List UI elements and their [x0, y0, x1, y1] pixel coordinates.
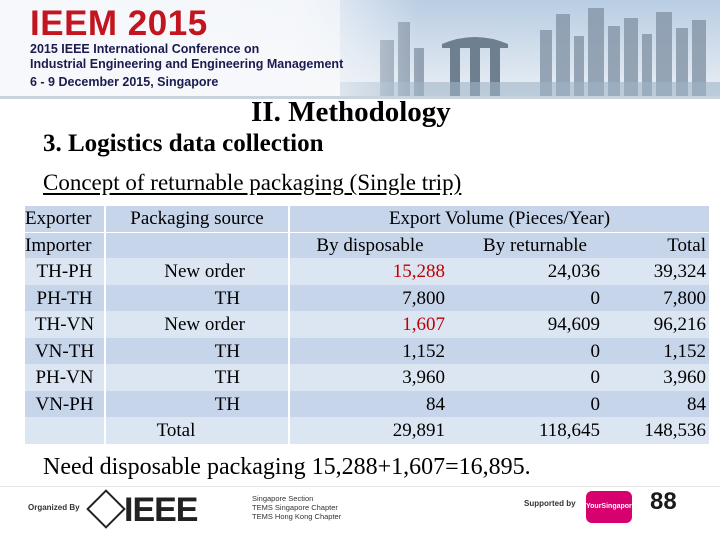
header-importer: Importer	[25, 235, 92, 256]
section-title: II. Methodology	[251, 96, 451, 128]
chapter-item: Singapore Section	[252, 494, 314, 503]
slide-subtitle: 3. Logistics data collection	[43, 130, 324, 157]
conference-dates: 6 - 9 December 2015, Singapore	[30, 75, 219, 89]
returnable-cell: 24,036	[547, 261, 600, 282]
source-cell: TH	[214, 367, 240, 388]
total-cell: 7,800	[663, 287, 706, 309]
returnable-cell: 94,609	[547, 314, 600, 335]
source-cell: TH	[214, 287, 240, 309]
route-cell: TH-PH	[36, 261, 93, 282]
disposable-cell: 84	[426, 393, 445, 415]
header-by-returnable: By returnable	[483, 235, 587, 256]
chapter-item: TEMS Singapore Chapter	[252, 503, 338, 512]
disposable-cell: 15,288	[392, 261, 445, 282]
supported-by-label: Supported by	[524, 499, 576, 508]
disposable-cell: 1,607	[402, 314, 445, 335]
header-by-disposable: By disposable	[316, 235, 424, 256]
disposable-total: 29,891	[392, 420, 445, 441]
conference-logo: IEEM 2015	[30, 4, 208, 43]
route-cell: TH-VN	[34, 314, 95, 335]
conference-banner: IEEM 2015 2015 IEEE International Confer…	[0, 0, 720, 96]
sponsor-footer: Organized By IEEE Singapore Section TEMS…	[0, 486, 720, 541]
disposable-cell: 7,800	[402, 287, 445, 309]
source-cell: TH	[214, 340, 240, 362]
header-total: Total	[667, 235, 706, 256]
conference-name-line1: 2015 IEEE International Conference on	[30, 42, 260, 56]
route-cell: PH-VN	[35, 367, 94, 388]
export-volume-table: Exporter Packaging source Export Volume …	[25, 206, 709, 444]
route-cell: PH-TH	[36, 287, 93, 309]
header-packaging-source: Packaging source	[130, 208, 264, 229]
chapter-list: Singapore Section TEMS Singapore Chapter…	[252, 494, 341, 521]
total-cell: 96,216	[653, 314, 706, 335]
total-cell: 39,324	[653, 261, 706, 282]
source-cell: New order	[164, 261, 245, 282]
e88-logo: 88	[650, 488, 677, 515]
route-cell: VN-PH	[35, 393, 94, 415]
total-label: Total	[156, 420, 196, 441]
ieee-logo: IEEE	[124, 491, 198, 529]
returnable-cell: 0	[590, 340, 601, 362]
banner-divider	[0, 96, 720, 99]
concept-heading: Concept of returnable packaging (Single …	[43, 170, 462, 195]
your-singapore-logo: YourSingapore	[586, 491, 636, 523]
disposable-cell: 1,152	[402, 340, 445, 362]
ieee-diamond-icon	[86, 489, 126, 529]
returnable-total: 118,645	[538, 420, 600, 441]
organized-by-label: Organized By	[28, 503, 80, 512]
disposable-cell: 3,960	[402, 367, 445, 388]
conclusion-note: Need disposable packaging 15,288+1,607=1…	[43, 454, 531, 480]
returnable-cell: 0	[590, 367, 601, 388]
source-cell: New order	[164, 314, 245, 335]
header-exporter: Exporter	[25, 208, 92, 229]
header-export-volume: Export Volume (Pieces/Year)	[388, 208, 611, 229]
returnable-cell: 0	[590, 287, 601, 309]
chapter-item: TEMS Hong Kong Chapter	[252, 512, 342, 521]
total-cell: 84	[687, 393, 706, 415]
route-cell: VN-TH	[34, 340, 95, 362]
returnable-cell: 0	[590, 393, 601, 415]
total-cell: 3,960	[663, 367, 706, 388]
total-cell: 1,152	[663, 340, 706, 362]
grand-total: 148,536	[644, 420, 706, 441]
source-cell: TH	[214, 393, 240, 415]
conference-name-line2: Industrial Engineering and Engineering M…	[30, 57, 344, 71]
